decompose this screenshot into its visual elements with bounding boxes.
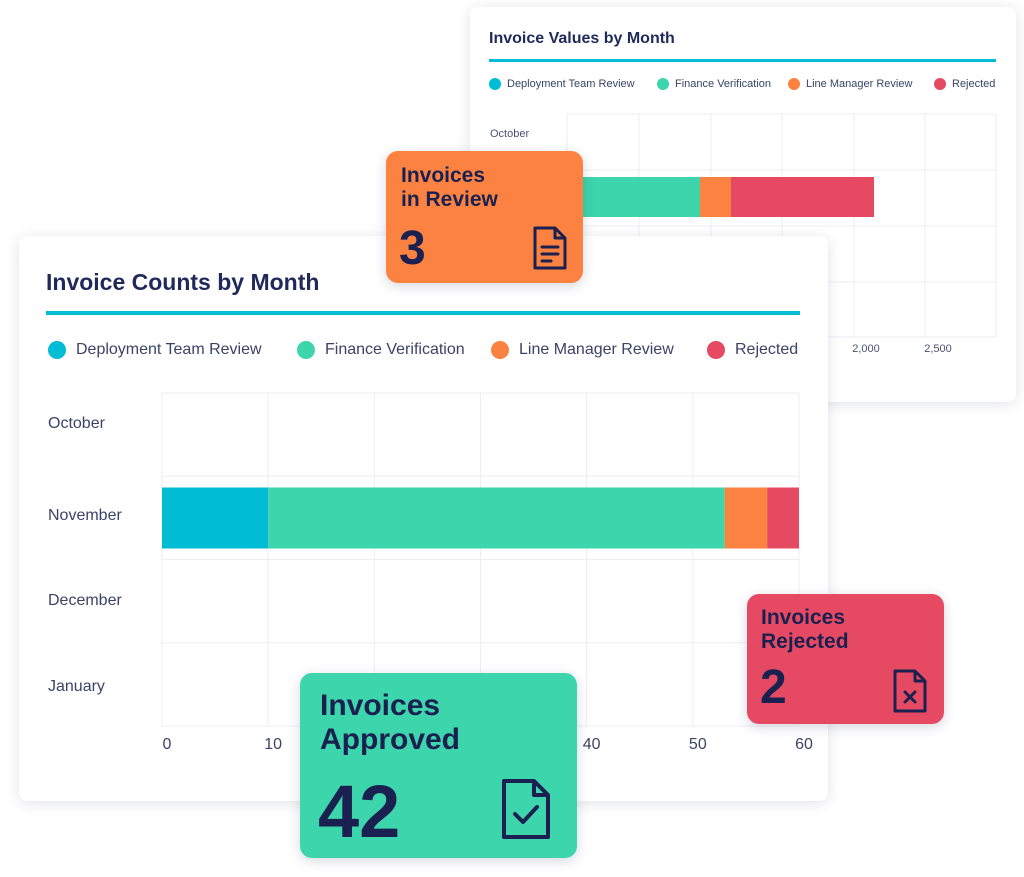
document-icon: [533, 226, 567, 270]
tile-label-line1: Invoices: [320, 689, 441, 722]
invoices-rejected-tile[interactable]: Invoices Rejected 2: [747, 594, 944, 724]
bar-november-deployment-team-review[interactable]: [162, 487, 269, 549]
bar-november-rejected[interactable]: [767, 487, 799, 549]
invoice-counts-card: Invoice Counts by Month Deployment Team …: [19, 236, 828, 801]
legend-dot: [934, 78, 946, 90]
legend-label: Rejected: [952, 78, 996, 90]
x-tick-label: 50: [689, 736, 707, 753]
values-legend: Deployment Team Review Finance Verificat…: [489, 78, 999, 96]
counts-legend-finance[interactable]: Finance Verification: [297, 341, 465, 359]
legend-dot: [657, 78, 669, 90]
tile-value: 2: [760, 661, 787, 714]
values-tick-2500: 2,500: [924, 343, 952, 355]
counts-legend-deployment[interactable]: Deployment Team Review: [48, 341, 262, 359]
values-legend-finance[interactable]: Finance Verification: [657, 78, 771, 90]
tile-label: Invoices in Review: [401, 164, 498, 213]
counts-legend-rejected[interactable]: Rejected: [707, 341, 798, 359]
tile-label-line1: Invoices: [761, 606, 846, 629]
document-x-icon: [893, 669, 927, 713]
counts-grid: [161, 392, 800, 727]
tile-value: 3: [399, 222, 426, 275]
values-row-label-october: October: [490, 128, 530, 140]
values-legend-deployment[interactable]: Deployment Team Review: [489, 78, 635, 90]
values-bar-november-rejected[interactable]: [731, 177, 874, 217]
legend-label: Deployment Team Review: [76, 341, 262, 358]
tile-label: Invoices Rejected: [761, 606, 849, 655]
counts-row-label-december: December: [48, 592, 122, 609]
values-chart-title: Invoice Values by Month: [489, 30, 675, 47]
x-tick-label: 40: [583, 736, 601, 753]
x-tick-label: 60: [795, 736, 813, 753]
counts-row-label-october: October: [48, 415, 105, 432]
bar-november-finance-verification[interactable]: [268, 487, 725, 549]
invoices-in-review-tile[interactable]: Invoices in Review 3: [386, 151, 583, 283]
counts-row-label-november: November: [48, 507, 122, 524]
legend-label: Deployment Team Review: [507, 78, 635, 90]
counts-legend: Deployment Team Review Finance Verificat…: [48, 341, 808, 363]
legend-dot: [491, 341, 509, 359]
invoices-approved-tile[interactable]: Invoices Approved 42: [300, 673, 577, 858]
tile-label-line2: Rejected: [761, 630, 849, 654]
legend-dot: [707, 341, 725, 359]
counts-legend-line-manager[interactable]: Line Manager Review: [491, 341, 674, 359]
x-tick-label: 10: [264, 736, 282, 753]
legend-dot: [48, 341, 66, 359]
tile-label: Invoices Approved: [320, 689, 460, 757]
legend-label: Line Manager Review: [806, 78, 913, 90]
legend-dot: [297, 341, 315, 359]
legend-label: Finance Verification: [325, 341, 465, 358]
counts-row-label-january: January: [48, 678, 105, 695]
legend-label: Finance Verification: [675, 78, 771, 90]
values-bar-november-finance[interactable]: [567, 177, 700, 217]
legend-label: Rejected: [735, 341, 799, 358]
values-legend-line-manager[interactable]: Line Manager Review: [788, 78, 912, 90]
document-check-icon: [502, 779, 550, 839]
bar-november-line-manager-review[interactable]: [724, 487, 768, 549]
values-legend-rejected[interactable]: Rejected: [934, 78, 995, 90]
legend-label: Line Manager Review: [519, 341, 674, 358]
values-bar-november-line-manager[interactable]: [700, 177, 731, 217]
tile-label-line2: in Review: [401, 188, 498, 212]
legend-dot: [489, 78, 501, 90]
values-tick-2000: 2,000: [852, 343, 880, 355]
values-title-underline: [489, 59, 996, 62]
counts-title-underline: [46, 311, 800, 315]
tile-label-line1: Invoices: [401, 164, 486, 187]
counts-bars: [162, 487, 799, 549]
legend-dot: [788, 78, 800, 90]
counts-chart-plot: 0102030405060: [161, 392, 813, 753]
counts-chart-title: Invoice Counts by Month: [46, 269, 320, 295]
x-tick-label: 0: [163, 736, 172, 753]
tile-label-line2: Approved: [320, 722, 461, 756]
tile-value: 42: [318, 770, 401, 853]
